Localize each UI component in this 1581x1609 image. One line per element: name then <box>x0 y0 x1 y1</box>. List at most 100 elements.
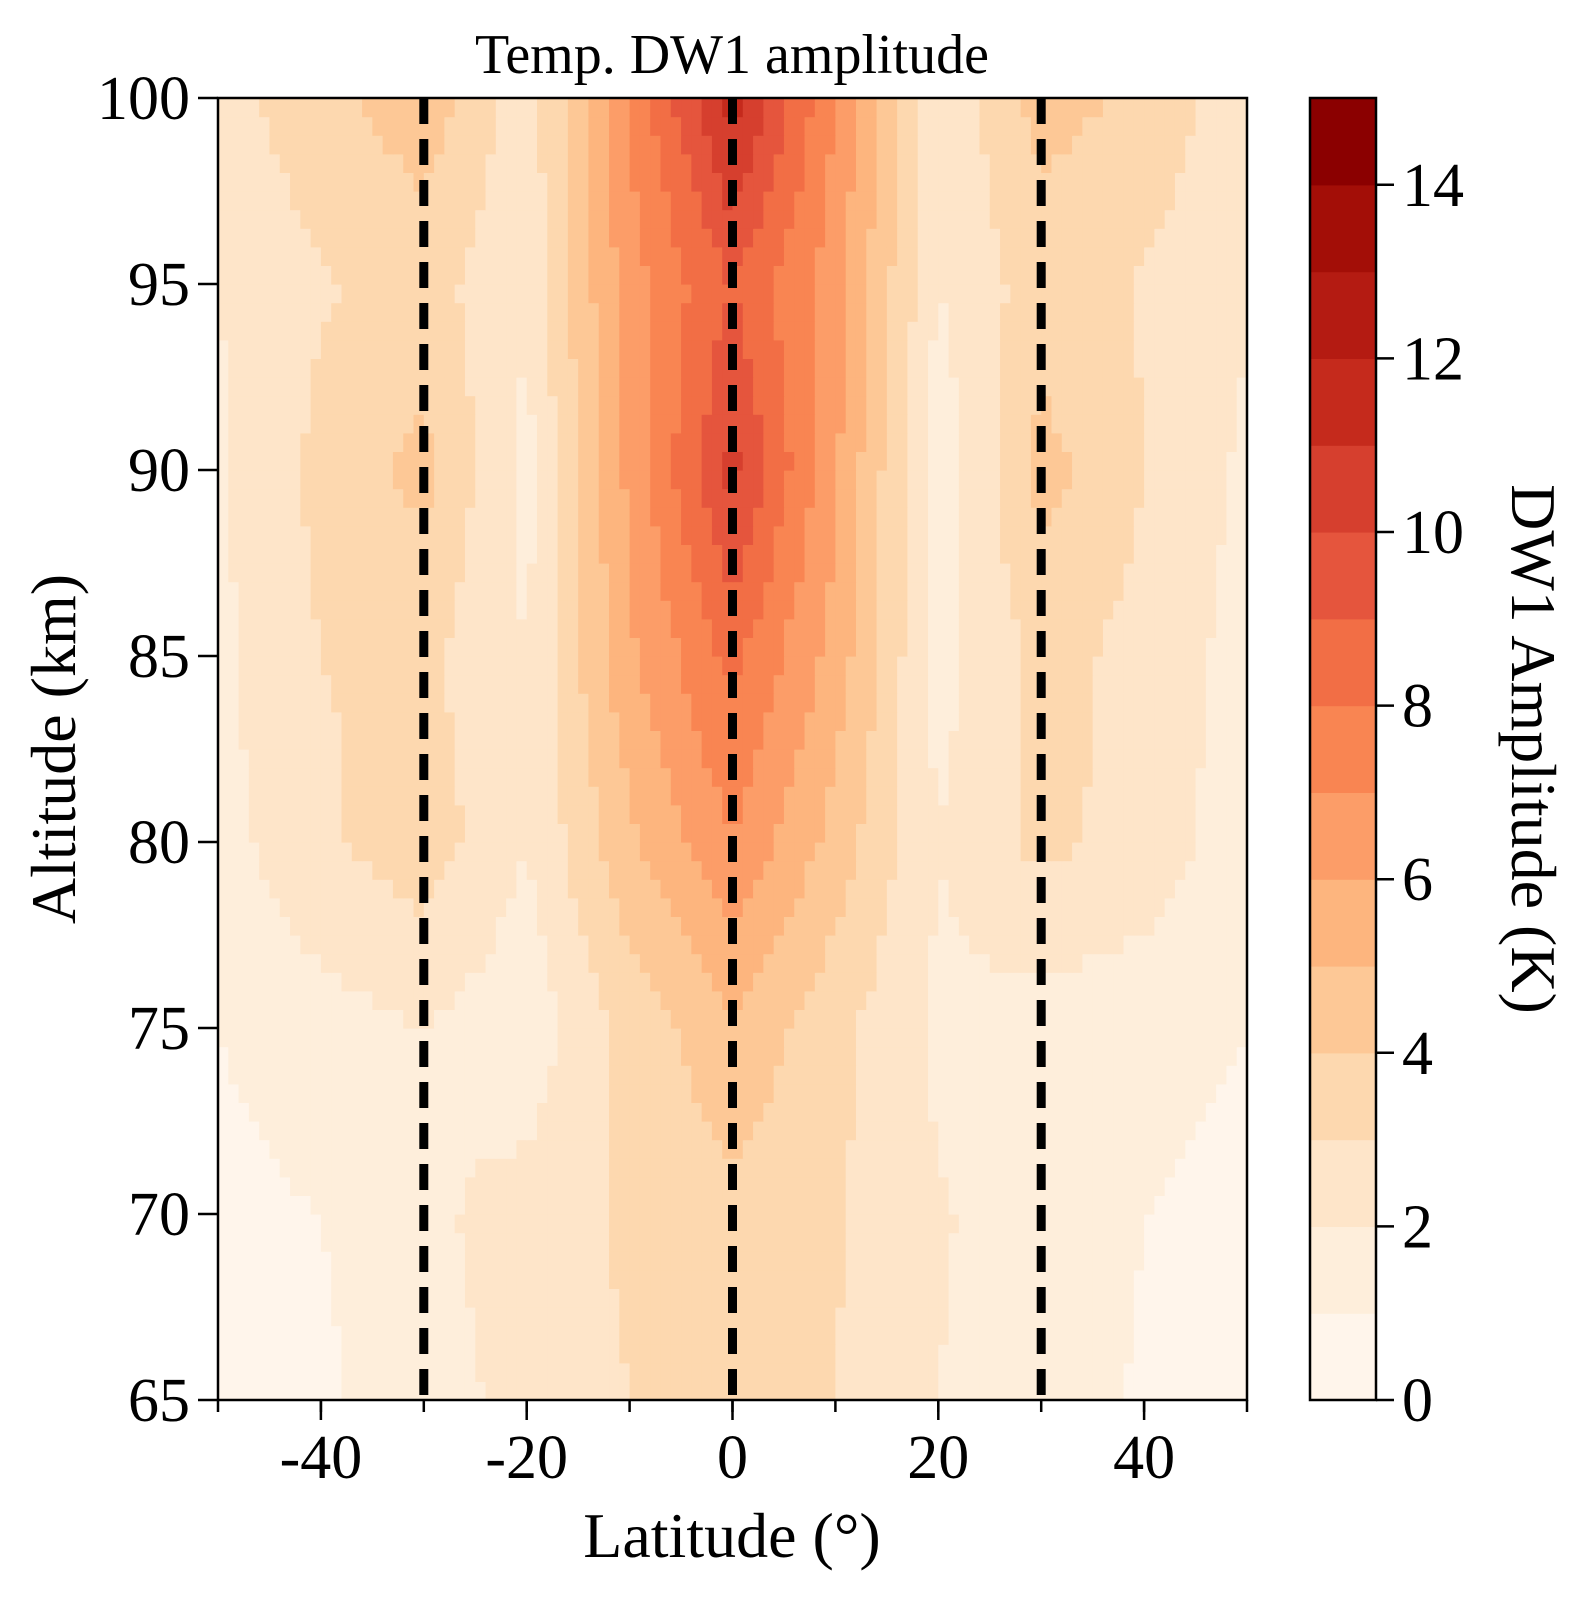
heatmap-cell <box>279 618 291 638</box>
heatmap-cell <box>629 711 641 731</box>
heatmap-cell <box>1030 972 1042 992</box>
heatmap-cell <box>372 544 384 564</box>
heatmap-cell <box>773 786 785 806</box>
heatmap-cell <box>711 1121 723 1141</box>
heatmap-cell <box>300 1009 312 1029</box>
heatmap-cell <box>1154 693 1166 713</box>
heatmap-cell <box>609 544 620 564</box>
heatmap-cell <box>372 786 384 806</box>
heatmap-cell <box>989 711 1001 731</box>
heatmap-cell <box>979 618 991 638</box>
heatmap-cell <box>475 1362 487 1382</box>
heatmap-cell <box>516 637 528 657</box>
heatmap-cell <box>619 1158 631 1178</box>
heatmap-cell <box>320 1046 332 1066</box>
heatmap-cell <box>609 1325 620 1345</box>
heatmap-cell <box>341 860 353 880</box>
heatmap-cell <box>1113 767 1125 787</box>
heatmap-cell <box>845 674 857 694</box>
heatmap-cell <box>1000 1362 1011 1382</box>
heatmap-cell <box>351 1195 363 1215</box>
heatmap-cell <box>722 1158 734 1178</box>
heatmap-cell <box>269 1251 281 1271</box>
heatmap-cell <box>845 563 857 583</box>
heatmap-cell <box>691 953 703 973</box>
heatmap-cell <box>310 507 322 527</box>
heatmap-cell <box>434 525 445 545</box>
heatmap-cell <box>670 953 682 973</box>
heatmap-cell <box>362 618 373 638</box>
heatmap-cell <box>269 711 281 731</box>
heatmap-cell <box>1123 1381 1135 1400</box>
heatmap-cell <box>1205 693 1217 713</box>
heatmap-cell <box>989 693 1001 713</box>
heatmap-cell <box>1154 860 1166 880</box>
heatmap-cell <box>403 618 415 638</box>
heatmap-cell <box>876 1028 888 1048</box>
heatmap-cell <box>948 1381 960 1400</box>
heatmap-cell <box>1051 860 1063 880</box>
heatmap-cell <box>1133 953 1145 973</box>
heatmap-cell <box>475 581 487 601</box>
heatmap-cell <box>711 1232 723 1252</box>
heatmap-cell <box>1102 1176 1114 1196</box>
heatmap-cell <box>835 1325 847 1345</box>
heatmap-cell <box>1072 1269 1083 1289</box>
heatmap-cell <box>814 767 826 787</box>
heatmap-cell <box>835 972 847 992</box>
heatmap-cell <box>516 1307 528 1327</box>
heatmap-cell <box>567 1232 579 1252</box>
heatmap-cell <box>711 488 723 508</box>
heatmap-cell <box>1154 990 1166 1010</box>
heatmap-cell <box>547 935 559 955</box>
heatmap-cell <box>403 990 415 1010</box>
heatmap-cell <box>1216 1269 1228 1289</box>
heatmap-cell <box>526 563 538 583</box>
heatmap-cell <box>660 488 672 508</box>
heatmap-cell <box>598 767 610 787</box>
heatmap-cell <box>516 674 528 694</box>
heatmap-cell <box>248 581 260 601</box>
heatmap-cell <box>825 507 836 527</box>
heatmap-cell <box>609 879 620 899</box>
heatmap-cell <box>423 823 435 843</box>
heatmap-cell <box>629 953 641 973</box>
heatmap-cell <box>248 693 260 713</box>
heatmap-cell <box>1164 804 1176 824</box>
heatmap-cell <box>1154 767 1166 787</box>
heatmap-cell <box>948 990 960 1010</box>
heatmap-cell <box>279 1046 291 1066</box>
heatmap-cell <box>444 749 456 769</box>
heatmap-cell <box>536 507 548 527</box>
heatmap-cell <box>1195 1214 1207 1234</box>
heatmap-cell <box>650 600 662 620</box>
heatmap-cell <box>413 581 425 601</box>
heatmap-cell <box>1226 1009 1238 1029</box>
heatmap-cell <box>866 1214 878 1234</box>
heatmap-cell <box>701 600 713 620</box>
heatmap-cell <box>938 879 950 899</box>
heatmap-cell <box>413 916 425 936</box>
heatmap-cell <box>403 1102 415 1122</box>
heatmap-cell <box>783 823 795 843</box>
heatmap-cell <box>650 656 662 676</box>
heatmap-cell <box>567 1102 579 1122</box>
heatmap-cell <box>876 1195 888 1215</box>
heatmap-cell <box>660 693 672 713</box>
heatmap-cell <box>969 749 981 769</box>
heatmap-cell <box>331 1251 343 1271</box>
heatmap-cell <box>1072 1195 1083 1215</box>
heatmap-cell <box>722 1325 734 1345</box>
heatmap-cell <box>475 488 487 508</box>
heatmap-cell <box>320 1121 332 1141</box>
heatmap-cell <box>516 693 528 713</box>
heatmap-cell <box>341 879 353 899</box>
heatmap-cell <box>897 935 909 955</box>
heatmap-cell <box>917 1176 929 1196</box>
heatmap-cell <box>403 1288 415 1308</box>
heatmap-cell <box>341 1307 353 1327</box>
heatmap-cell <box>753 1325 764 1345</box>
heatmap-cell <box>248 470 260 490</box>
heatmap-cell <box>351 488 363 508</box>
heatmap-cell <box>228 749 240 769</box>
